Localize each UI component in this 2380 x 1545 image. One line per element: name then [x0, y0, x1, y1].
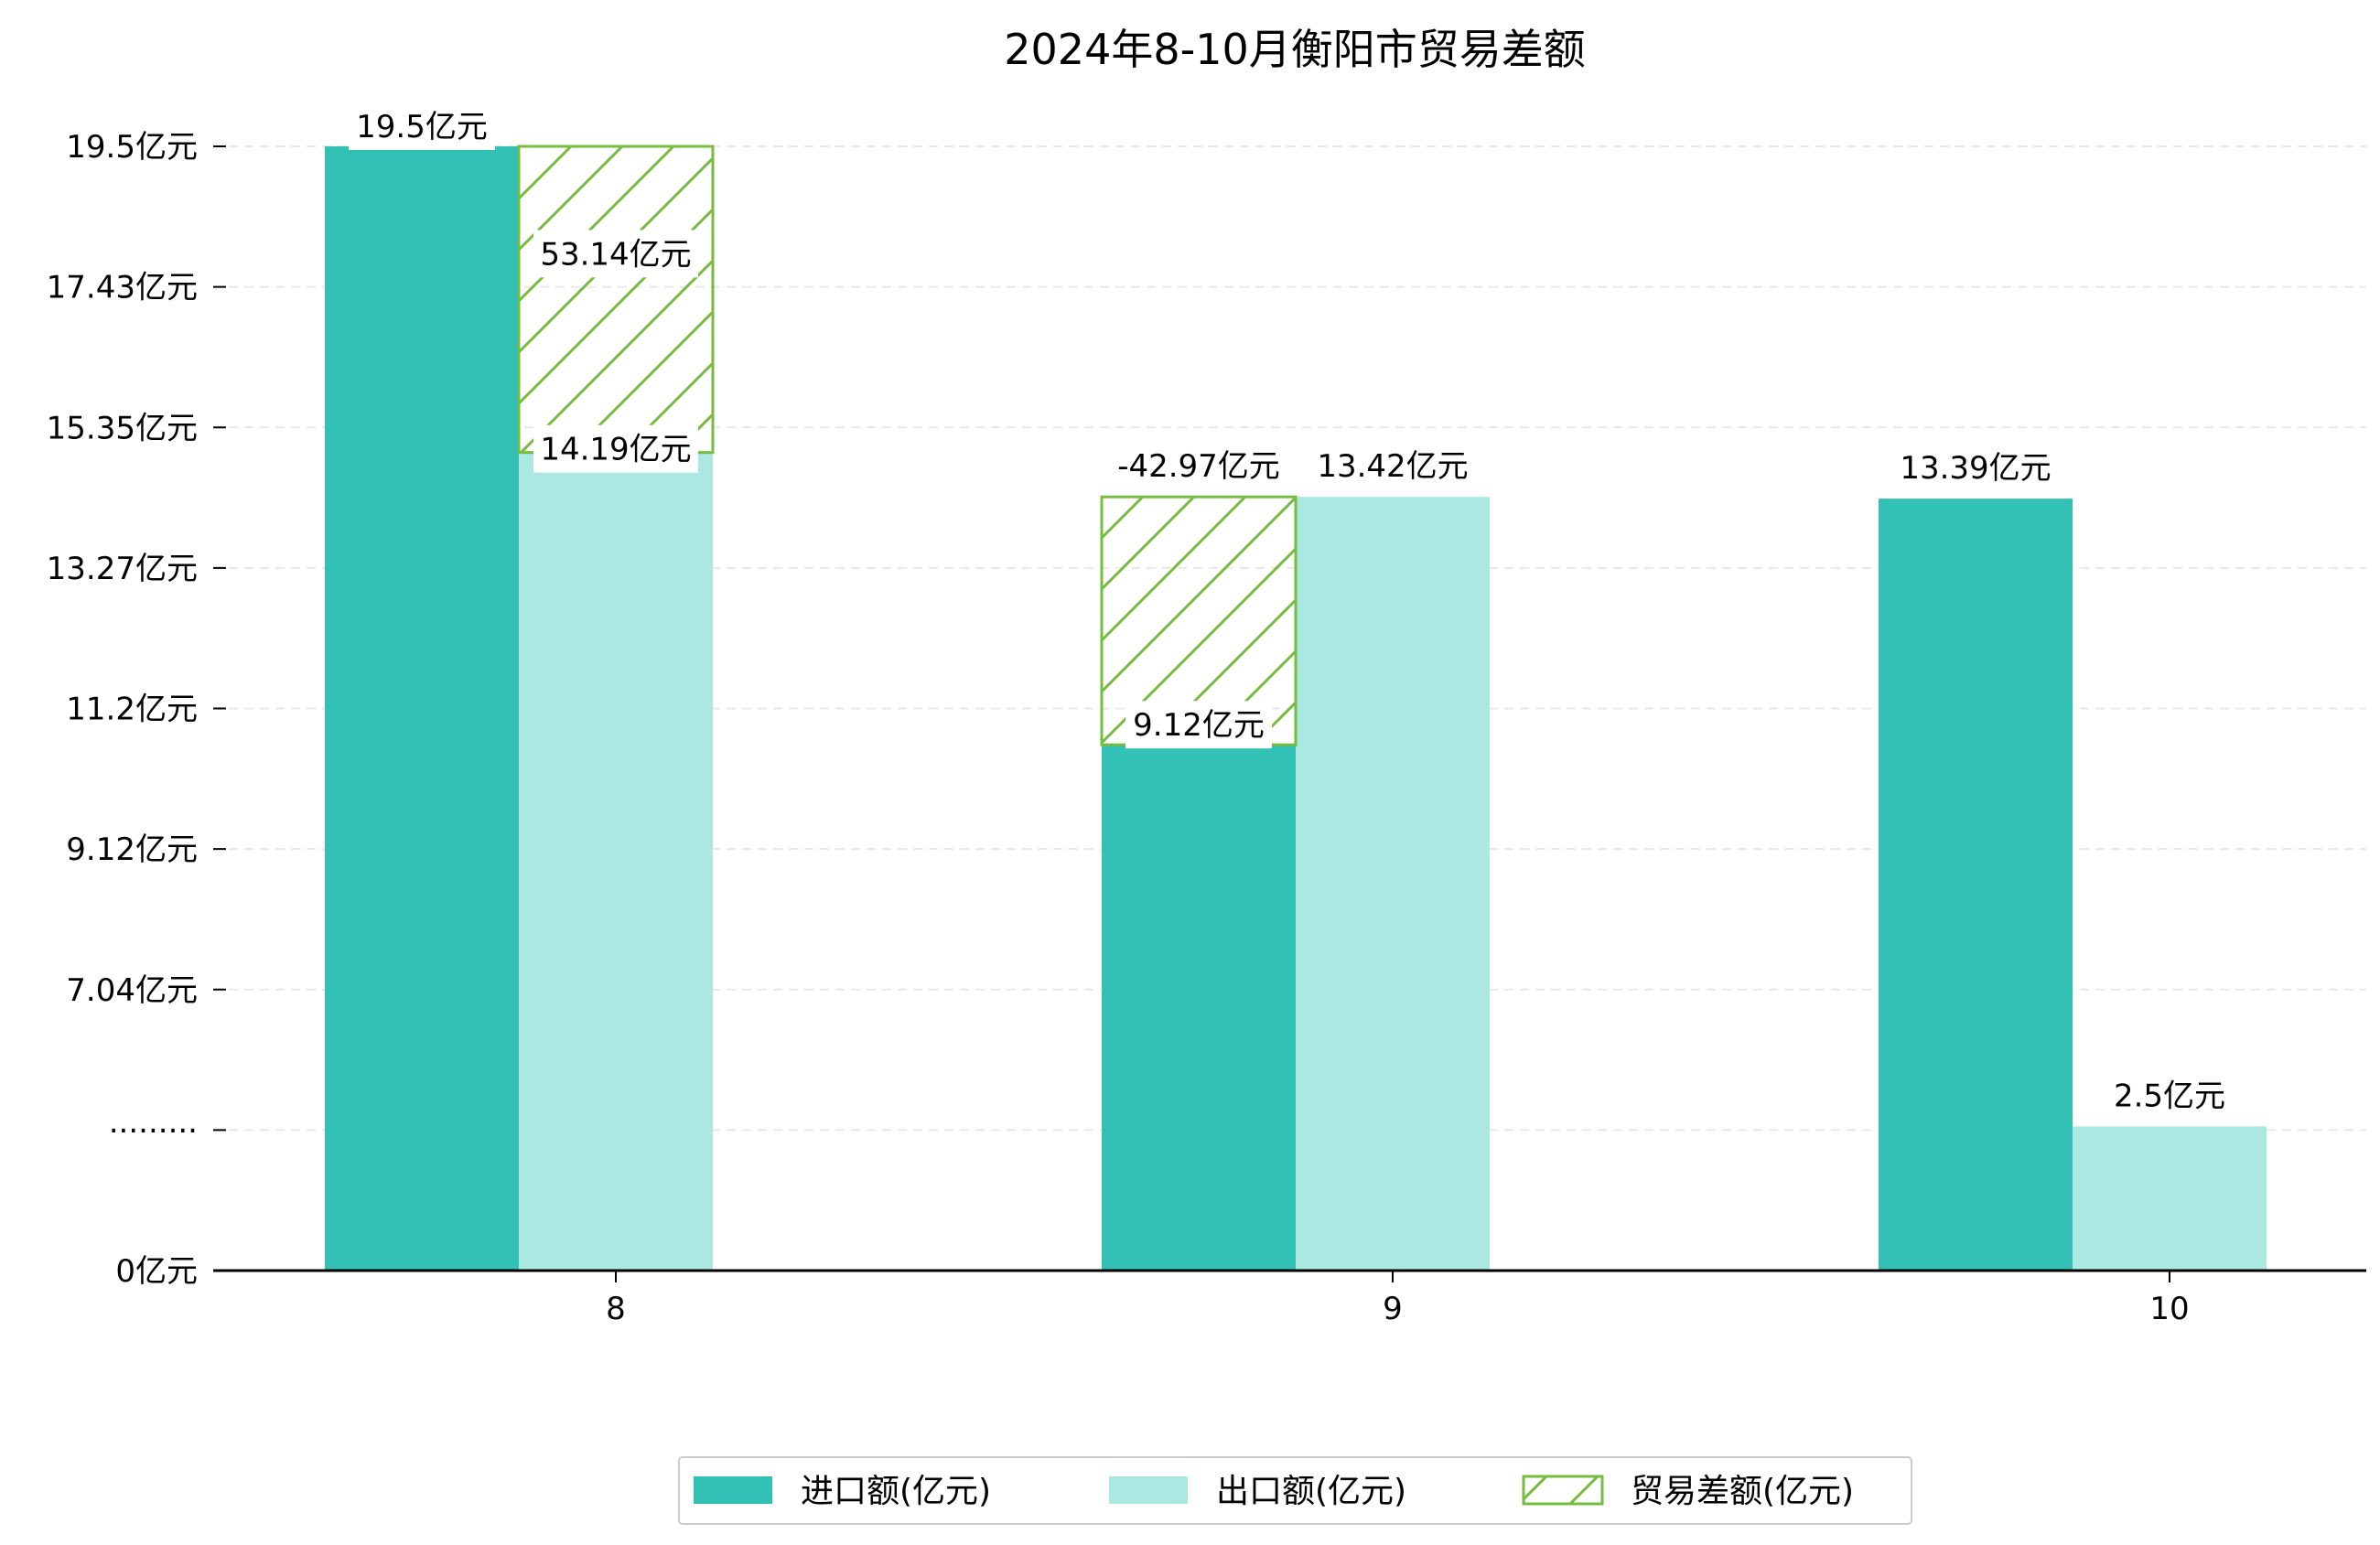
x-tick-label: 8 [606, 1291, 626, 1327]
y-tick-label: 13.27亿元 [47, 551, 198, 587]
data-label-bg [533, 230, 698, 278]
bar-export [1296, 497, 1490, 1271]
x-tick-label: 10 [2149, 1291, 2189, 1327]
y-tick-label: ········· [109, 1112, 198, 1149]
legend-label-export: 出口额(亿元) [1216, 1473, 1406, 1510]
y-tick-label: 17.43亿元 [47, 270, 198, 306]
legend-swatch-import [694, 1476, 772, 1504]
data-label: -42.97亿元 [1117, 448, 1280, 485]
data-label: 19.5亿元 [356, 109, 488, 145]
data-label-bg [533, 424, 698, 473]
data-label-bg [349, 102, 495, 150]
data-label: 13.42亿元 [1317, 448, 1468, 485]
bar-import [1102, 745, 1296, 1271]
y-tick-label: 19.5亿元 [66, 129, 198, 166]
bars [325, 145, 2267, 1271]
data-label-bg [1107, 442, 1290, 490]
y-tick-label: 15.35亿元 [47, 410, 198, 446]
y-tick-label: 7.04亿元 [66, 972, 198, 1009]
data-labels: 19.5亿元 14.19亿元 53.14亿元 9.12亿元 13.42亿元 -42.97亿… [349, 102, 2234, 1120]
legend-label-import: 进口额(亿元) [801, 1473, 991, 1510]
data-label-bg [2105, 1071, 2234, 1120]
bar-export [2073, 1126, 2267, 1271]
x-tick-label: 9 [1383, 1291, 1403, 1327]
legend-box [678, 1456, 1912, 1525]
data-label-bg [1893, 444, 2058, 492]
x-axis: 8 9 10 [606, 1271, 2190, 1327]
y-tick-label: 9.12亿元 [66, 832, 198, 868]
chart-title: 2024年8-10月衡阳市贸易差额 [1004, 25, 1585, 74]
y-tick-label: 11.2亿元 [66, 692, 198, 728]
data-label-bg [1125, 701, 1272, 749]
data-label: 2.5亿元 [2114, 1078, 2225, 1114]
data-label: 14.19亿元 [540, 432, 691, 468]
legend: 进口额(亿元) 出口额(亿元) 贸易差额(亿元) [678, 1456, 1912, 1525]
bar-trade-balance [517, 145, 715, 455]
data-label: 9.12亿元 [1133, 707, 1265, 744]
y-axis: 19.5亿元 17.43亿元 15.35亿元 13.27亿元 11.2亿元 9.12亿元 7… [47, 129, 226, 1290]
bar-export [519, 452, 713, 1271]
y-tick-label: 0亿元 [115, 1253, 198, 1290]
data-label: 13.39亿元 [1900, 450, 2051, 487]
data-label-bg [1310, 442, 1475, 490]
legend-label-balance: 贸易差额(亿元) [1631, 1473, 1854, 1510]
legend-swatch-export [1109, 1476, 1188, 1504]
bar-import [1879, 499, 2073, 1271]
data-label: 53.14亿元 [540, 236, 691, 273]
bar-import [325, 146, 519, 1271]
legend-swatch-balance [1522, 1475, 1604, 1506]
